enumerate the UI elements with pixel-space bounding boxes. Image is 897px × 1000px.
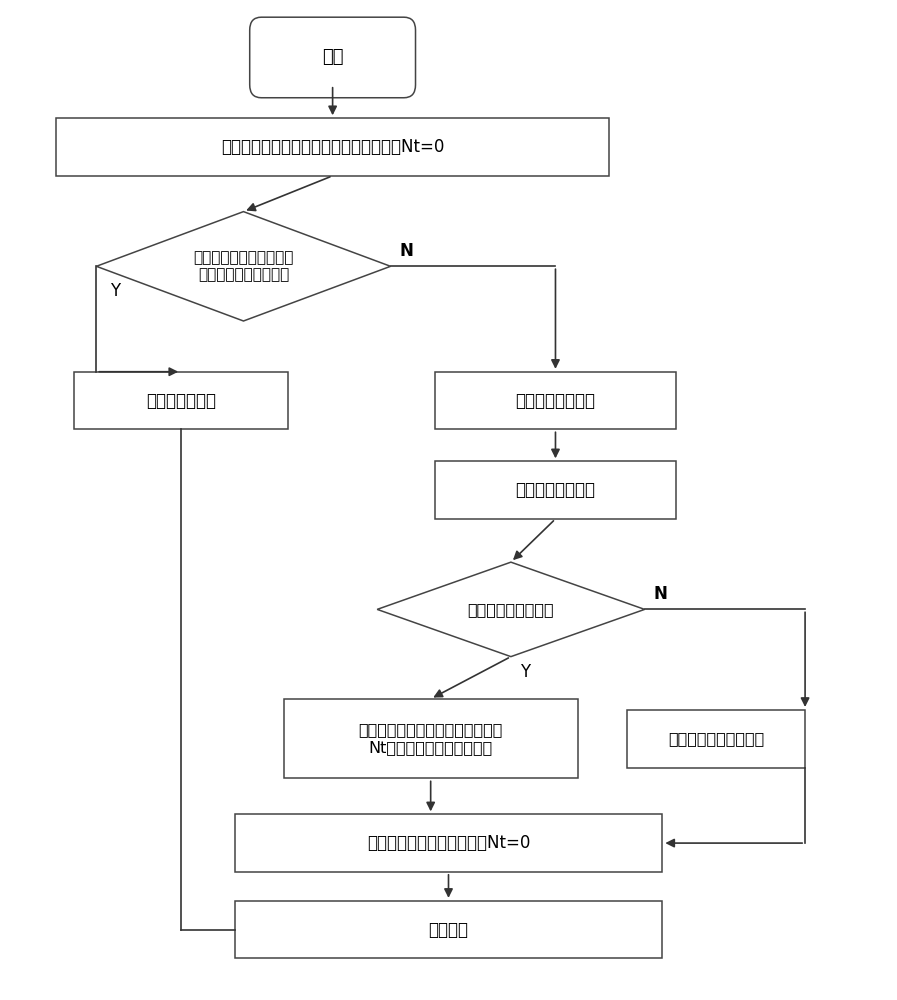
Text: Y: Y: [520, 663, 530, 681]
Bar: [74, 372, 288, 429]
FancyBboxPatch shape: [249, 17, 415, 98]
Text: Y: Y: [109, 282, 120, 300]
Bar: [627, 710, 806, 768]
Text: N: N: [654, 585, 667, 603]
Text: 对缓冲区的每块缓冲地图块设置淡汰指数Nt=0: 对缓冲区的每块缓冲地图块设置淡汰指数Nt=0: [221, 138, 444, 156]
Text: 下载地图块替换缓冲区中淡汰指数
Nt最小值对应的缓冲地图块: 下载地图块替换缓冲区中淡汰指数 Nt最小值对应的缓冲地图块: [359, 722, 503, 755]
Text: 选用缓冲地图块: 选用缓冲地图块: [146, 392, 216, 410]
Text: 开始: 开始: [322, 48, 344, 66]
Bar: [435, 461, 675, 519]
Polygon shape: [377, 562, 645, 657]
Bar: [234, 901, 663, 958]
Text: 设置下载地图块的淡汰指数Nt=0: 设置下载地图块的淡汰指数Nt=0: [367, 834, 530, 852]
Polygon shape: [96, 212, 390, 321]
Text: N: N: [399, 242, 414, 260]
Text: 从远程下载地图块: 从远程下载地图块: [516, 481, 596, 499]
Bar: [57, 118, 609, 176]
Text: 下载地图块存入缓冲区: 下载地图块存入缓冲区: [667, 731, 764, 746]
Text: 从远程下载地图块: 从远程下载地图块: [516, 392, 596, 410]
Text: 判断缓冲区是否已满: 判断缓冲区是否已满: [467, 602, 554, 617]
Bar: [435, 372, 675, 429]
Text: 显示地图: 显示地图: [429, 921, 468, 939]
Bar: [234, 814, 663, 872]
Bar: [283, 699, 578, 778]
Text: 检索缓冲区域是否存在当
前要显示的缓冲地图块: 检索缓冲区域是否存在当 前要显示的缓冲地图块: [193, 250, 293, 283]
